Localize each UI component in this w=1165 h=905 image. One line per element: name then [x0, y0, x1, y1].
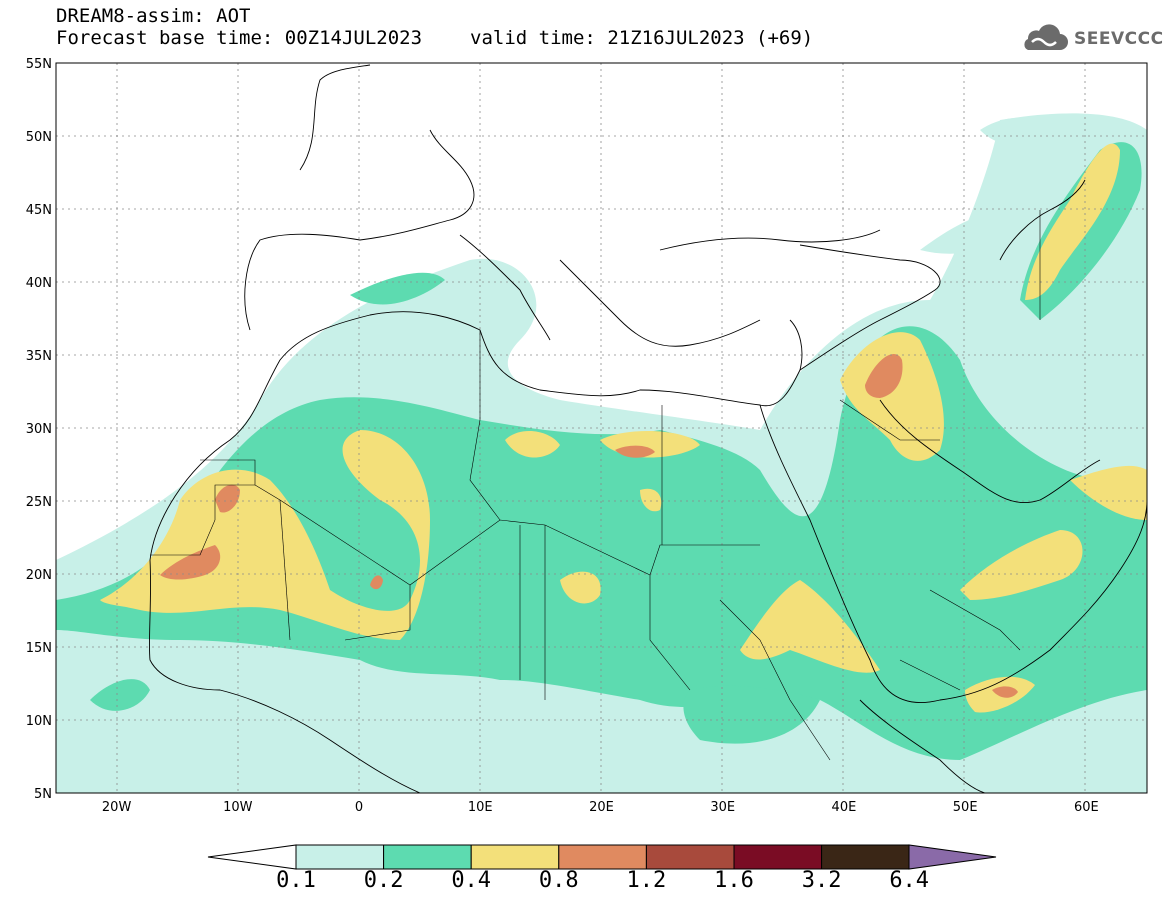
colorbar-swatch-0: [295, 844, 385, 870]
latitude-labels: 5N 10N 15N 20N 25N 30N 35N 40N 45N 50N 55N: [26, 57, 52, 802]
colorbar-level-label: 0.8: [538, 868, 579, 893]
lon-label-10W: 10W: [223, 800, 253, 815]
lon-label-60E: 60E: [1074, 800, 1099, 815]
lon-label-0: 0: [355, 800, 363, 815]
lat-label-10N: 10N: [26, 714, 52, 729]
lat-label-25N: 25N: [26, 495, 52, 510]
colorbar-level-label: 1.2: [626, 868, 667, 893]
country-borders: [150, 210, 1041, 761]
lat-label-35N: 35N: [26, 349, 52, 364]
seevccc-logo: SEEVCCC: [1018, 22, 1164, 56]
colorbar: [207, 844, 997, 870]
base-time: Forecast base time: 00Z14JUL2023: [56, 27, 423, 49]
lon-label-10E: 10E: [468, 800, 493, 815]
lat-label-15N: 15N: [26, 641, 52, 656]
lat-label-50N: 50N: [26, 130, 52, 145]
lat-label-40N: 40N: [26, 276, 52, 291]
lat-label-30N: 30N: [26, 422, 52, 437]
colorbar-swatch-6: [821, 844, 910, 870]
longitude-labels: 20W 10W 0 10E 20E 30E 40E 50E 60E: [102, 800, 1099, 815]
valid-time: valid time: 21Z16JUL2023 (+69): [470, 27, 814, 49]
map-title: DREAM8-assim: AOT: [56, 5, 251, 27]
forecast-times: Forecast base time: 00Z14JUL2023 valid ti…: [56, 27, 813, 49]
logo-text: SEEVCCC: [1074, 29, 1164, 49]
lat-label-45N: 45N: [26, 203, 52, 218]
aot-fields: [56, 113, 1147, 793]
colorbar-swatch-5: [733, 844, 823, 870]
coastlines: [148, 64, 1147, 793]
aot-level-0.8: [160, 354, 1018, 698]
map-frame: [55, 62, 1148, 794]
colorbar-swatch-1: [383, 844, 472, 870]
colorbar-level-label: 1.6: [714, 868, 754, 893]
colorbar-swatch-2: [470, 844, 560, 870]
lat-label-55N: 55N: [26, 57, 52, 72]
lat-label-5N: 5N: [34, 787, 52, 802]
colorbar-level-label: 6.4: [889, 868, 930, 893]
colorbar-level-label: 3.2: [801, 868, 842, 893]
colorbar-high-arrow: [908, 844, 997, 870]
colorbar-swatch-4: [645, 844, 735, 870]
colorbar-level-label: 0.4: [451, 868, 492, 893]
lon-label-40E: 40E: [832, 800, 857, 815]
colorbar-low-arrow: [207, 844, 297, 870]
lon-label-30E: 30E: [710, 800, 735, 815]
lon-label-50E: 50E: [953, 800, 978, 815]
graticule: [56, 63, 1147, 793]
cloud-icon: [1024, 24, 1068, 50]
lat-label-20N: 20N: [26, 568, 52, 583]
colorbar-labels: 0.1 0.2 0.4 0.8 1.2 1.6 3.2 6.4: [0, 868, 1165, 896]
colorbar-swatch-3: [558, 844, 647, 870]
lon-label-20E: 20E: [589, 800, 614, 815]
lon-label-20W: 20W: [102, 800, 132, 815]
colorbar-level-label: 0.1: [276, 868, 316, 893]
colorbar-level-label: 0.2: [363, 868, 404, 893]
